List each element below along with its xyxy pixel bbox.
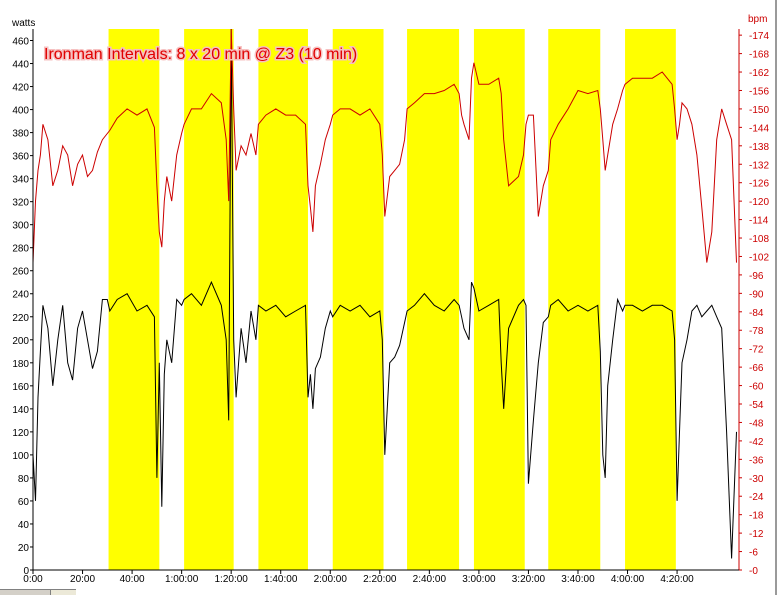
left-tick-label: 240 [12,290,29,301]
right-tick-label: -84 [749,308,764,319]
right-tick-label: -12 [749,529,764,540]
x-tick-label: 2:40:00 [413,574,447,585]
x-tick-label: 2:00:00 [314,574,348,585]
x-tick-label: 1:20:00 [214,574,248,585]
right-tick-label: -42 [749,437,764,448]
left-tick-label: 180 [12,359,29,370]
range-band-3 [258,29,308,570]
right-tick-label: -168 [749,50,769,61]
right-tick-label: -150 [749,105,769,116]
right-tick-label: -144 [749,123,769,134]
range-label-7: New Range #7 [548,18,615,29]
left-tick-label: 60 [18,497,30,508]
range-label-5: New Range #5 [407,18,474,29]
range-label-1: New Range #1 [109,18,176,29]
left-tick-label: 200 [12,336,29,347]
left-axis-unit: watts [11,18,35,29]
right-tick-label: -18 [749,511,764,522]
x-tick-label: 3:40:00 [561,574,595,585]
right-tick-label: -0 [749,566,758,577]
right-tick-label: -120 [749,197,769,208]
left-tick-label: 360 [12,152,29,163]
left-tick-label: 460 [12,37,29,48]
range-label-8: New Range #8 [625,18,692,29]
range-band-1 [108,29,160,570]
left-tick-label: 220 [12,313,29,324]
x-tick-label: 3:20:00 [512,574,546,585]
left-tick-label: 400 [12,106,29,117]
range-labels: New Range #1 New Range #2 New Range #3 New … [109,18,692,29]
right-tick-label: -156 [749,86,769,97]
range-bands [108,29,676,570]
left-tick-label: 140 [12,405,29,416]
left-tick-label: 120 [12,428,29,439]
right-tick-label: -66 [749,363,764,374]
x-tick-label: 3:00:00 [462,574,496,585]
chart-title: Ironman Intervals: 8 x 20 min @ Z3 (10 m… [44,46,357,63]
x-tick-label: 1:40:00 [264,574,298,585]
x-tick-label: 4:00:00 [611,574,645,585]
right-tick-label: -30 [749,474,764,485]
range-label-3: New Range #3 [258,18,325,29]
left-tick-label: 160 [12,382,29,393]
right-tick-label: -96 [749,271,764,282]
status-bar-left [0,589,50,595]
tick-labels: 0 20 40 60 80 100 120 140 160 180 200 220 240 260 280 3… [12,31,769,585]
series-line-watts [32,28,737,559]
x-tick-label: 0:00 [23,574,43,585]
right-tick-label: -102 [749,252,769,263]
right-tick-label: -132 [749,160,769,171]
x-tick-label: 4:20:00 [660,574,694,585]
right-tick-label: -6 [749,548,758,559]
right-tick-label: -36 [749,455,764,466]
status-bar-mid [50,589,76,595]
range-band-2 [184,29,234,570]
axes [32,29,740,571]
range-label-2: New Range #2 [184,18,251,29]
left-tick-label: 280 [12,244,29,255]
left-tick-label: 320 [12,198,29,209]
range-band-8 [625,29,676,570]
right-tick-label: -78 [749,326,764,337]
range-band-4 [332,29,384,570]
left-tick-label: 80 [18,474,30,485]
left-tick-label: 100 [12,451,29,462]
left-tick-label: 380 [12,129,29,140]
range-band-7 [548,29,601,570]
left-tick-label: 300 [12,221,29,232]
right-axis-unit: bpm [748,14,767,25]
left-tick-label: 40 [18,520,30,531]
range-band-6 [473,29,525,570]
right-tick-label: -60 [749,382,764,393]
right-tick-label: -138 [749,142,769,153]
x-tick-label: 1:00:00 [165,574,199,585]
range-label-6: New Range #6 [474,18,541,29]
right-tick-label: -48 [749,418,764,429]
right-tick-label: -54 [749,400,764,411]
left-tick-label: 420 [12,83,29,94]
left-tick-label: 440 [12,60,29,71]
right-tick-label: -72 [749,345,764,356]
left-tick-label: 340 [12,175,29,186]
series-lines [32,28,737,559]
left-tick-label: 20 [18,543,30,554]
range-band-5 [407,29,460,570]
x-tick-label: 20:00 [70,574,95,585]
x-tick-label: 2:20:00 [363,574,397,585]
right-tick-label: -90 [749,289,764,300]
right-tick-label: -24 [749,492,764,503]
x-tick-label: 40:00 [120,574,145,585]
right-tick-label: -114 [749,216,769,227]
left-tick-label: 0 [23,566,29,577]
series-line-bpm [32,28,737,263]
right-tick-label: -174 [749,31,769,42]
range-label-4: New Range #4 [333,18,400,29]
right-tick-label: -162 [749,68,769,79]
left-tick-label: 260 [12,267,29,278]
right-tick-label: -126 [749,179,769,190]
right-tick-label: -108 [749,234,769,245]
